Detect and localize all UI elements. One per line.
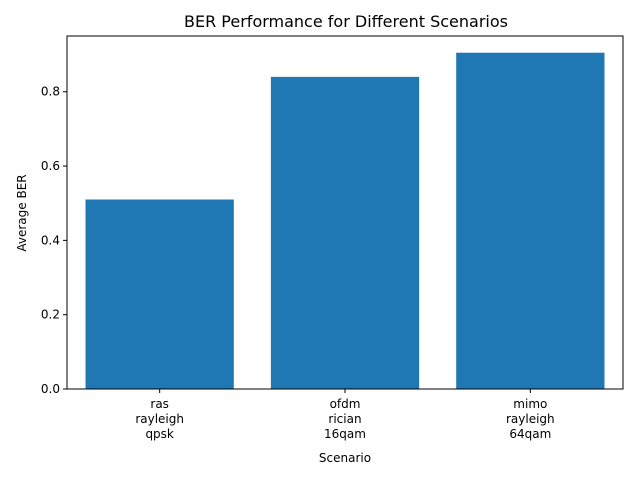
y-tick-label-2: 0.4 — [41, 233, 60, 247]
y-tick-label-1: 0.2 — [41, 308, 60, 322]
y-tick-label-0: 0.0 — [41, 382, 60, 396]
y-tick-label-4: 0.8 — [41, 85, 60, 99]
bars-group — [85, 52, 605, 390]
y-axis-label: Average BER — [15, 174, 29, 251]
x-tick-label-2: mimo rayleigh 64qam — [506, 397, 555, 441]
plot-frame — [66, 35, 624, 390]
bar-0 — [85, 199, 234, 389]
x-tick-label-1: ofdm rician 16qam — [324, 397, 366, 441]
x-tick-label-0: ras rayleigh qpsk — [135, 397, 184, 441]
x-axis-ticks: ras rayleigh qpsk ofdm rician 16qam mimo raylei… — [135, 389, 555, 441]
chart-title: BER Performance for Different Scenarios — [184, 12, 508, 31]
x-axis-label: Scenario — [319, 451, 371, 465]
y-axis-ticks: 0.0 0.2 0.4 0.6 0.8 — [41, 85, 67, 396]
y-tick-label-3: 0.6 — [41, 159, 60, 173]
bar-1 — [270, 76, 420, 390]
bar-2 — [456, 52, 605, 389]
